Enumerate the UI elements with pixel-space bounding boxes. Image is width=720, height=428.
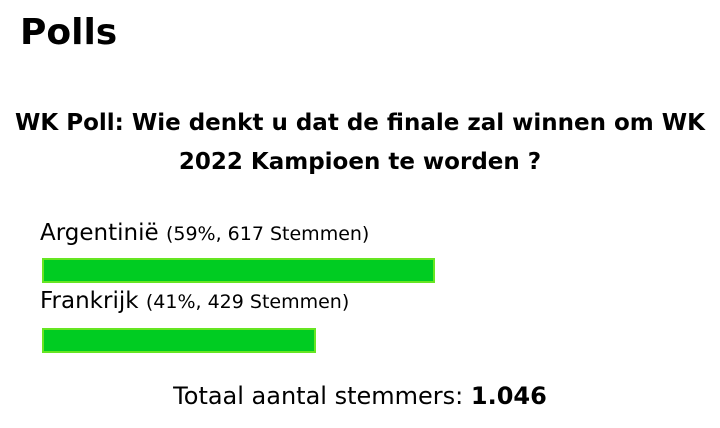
poll-option-label: Frankrijk (41%, 429 Stemmen) (40, 288, 349, 314)
total-label: Totaal aantal stemmers: (173, 382, 464, 410)
total-value: 1.046 (470, 382, 547, 410)
option-meta: (59%, 617 Stemmen) (165, 223, 370, 245)
poll-result-bar (42, 328, 317, 353)
option-name: Argentinië (40, 220, 159, 246)
option-meta: (41%, 429 Stemmen) (145, 291, 350, 313)
poll-question: WK Poll: Wie denkt u dat de finale zal w… (15, 110, 705, 175)
poll-result-bar (42, 258, 435, 283)
option-name: Frankrijk (40, 288, 139, 314)
page-title: Polls (20, 12, 118, 53)
total-voters: Totaal aantal stemmers: 1.046 (0, 382, 720, 410)
poll-option-label: Argentinië (59%, 617 Stemmen) (40, 220, 369, 246)
